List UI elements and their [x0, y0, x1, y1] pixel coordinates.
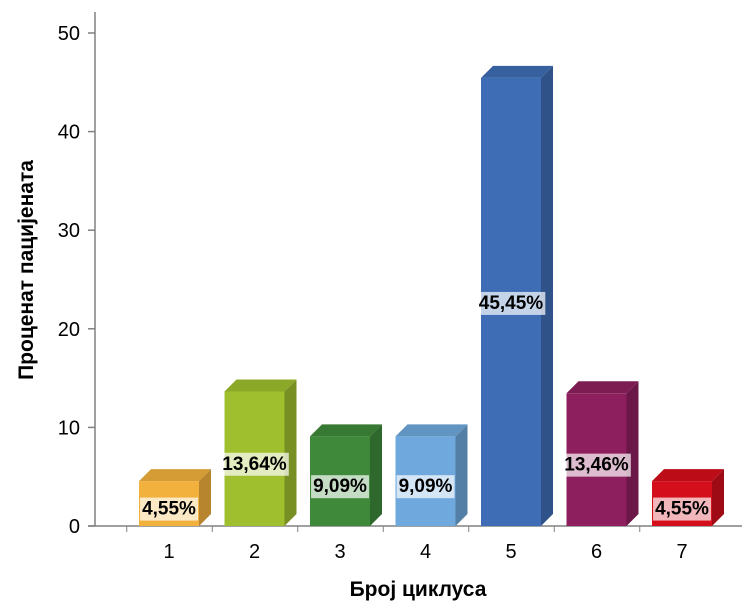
bar-top	[481, 65, 553, 78]
data-label: 45,45%	[476, 291, 546, 315]
data-label-bg	[311, 475, 370, 499]
data-label-text: 45,45%	[479, 293, 544, 314]
y-axis-title: Проценат пацијената	[15, 160, 38, 380]
data-label: 4,55%	[653, 497, 712, 521]
data-label-text: 9,09%	[399, 476, 453, 497]
y-tick-label: 0	[69, 516, 80, 538]
x-tick-label: 1	[163, 541, 174, 563]
data-label-text: 9,09%	[313, 476, 367, 497]
data-label-bg	[220, 452, 289, 476]
x-ticks: 1 2 3 4 5 6 7	[126, 526, 688, 563]
bar-side	[626, 381, 639, 526]
x-tick-label: 7	[676, 541, 687, 563]
data-label: 9,09%	[311, 475, 370, 499]
y-tick-label: 30	[58, 220, 80, 242]
data-label-bg	[476, 291, 546, 315]
y-tick-label: 20	[58, 319, 80, 341]
data-label: 13,64%	[220, 452, 289, 476]
data-label-text: 4,55%	[142, 499, 196, 520]
x-axis-title: Број циклуса	[350, 578, 487, 601]
bar-side	[712, 469, 724, 526]
x-tick-label: 5	[505, 541, 516, 563]
y-ticks: 0 10 20 30 40 50	[58, 23, 95, 538]
bar-top	[139, 469, 211, 482]
bar	[310, 424, 382, 526]
bar-side	[199, 469, 211, 526]
data-label-bg	[396, 475, 455, 499]
bar-side	[455, 424, 468, 526]
y-tick-label: 40	[58, 122, 80, 144]
data-label-text: 4,55%	[655, 499, 709, 520]
x-tick-label: 6	[591, 541, 602, 563]
x-tick-label: 3	[334, 541, 345, 563]
data-label: 13,46%	[562, 453, 631, 477]
bar	[395, 424, 468, 526]
data-label-bg	[562, 453, 631, 477]
x-tick-label: 4	[420, 541, 431, 563]
data-label-text: 13,64%	[222, 454, 287, 475]
bar-top	[224, 379, 297, 392]
bar-side	[541, 65, 553, 526]
x-tick-label: 2	[249, 541, 260, 563]
data-label: 4,55%	[140, 497, 199, 521]
data-label: 9,09%	[396, 475, 455, 499]
bar-side	[284, 379, 297, 526]
bar-top	[395, 424, 468, 437]
y-tick-label: 50	[58, 23, 80, 45]
data-label-bg	[140, 497, 199, 521]
bar-top	[652, 469, 724, 482]
data-labels: 4,55% 13,64% 9,09% 9,09% 45,45% 13,46% 4,55%	[140, 291, 712, 521]
bar-side	[370, 424, 382, 526]
bar-top	[310, 424, 382, 437]
data-label-bg	[653, 497, 712, 521]
data-label-text: 13,46%	[564, 455, 629, 476]
bar-top	[566, 381, 639, 394]
y-tick-label: 10	[58, 417, 80, 439]
